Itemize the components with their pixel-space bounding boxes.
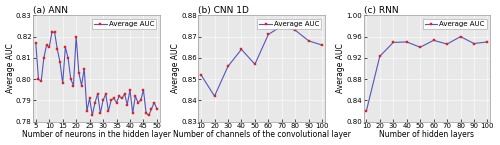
Average AUC: [60, 83, 66, 84]
Average AUC: [238, 48, 244, 50]
Average AUC: [212, 95, 218, 97]
Line: Average AUC: Average AUC: [34, 31, 158, 117]
Line: Average AUC: Average AUC: [365, 35, 489, 112]
Y-axis label: Average AUC: Average AUC: [171, 44, 180, 93]
Average AUC: [41, 57, 47, 59]
Average AUC: [86, 97, 92, 99]
Average AUC: [148, 108, 154, 110]
Y-axis label: Average AUC: Average AUC: [336, 44, 345, 93]
Average AUC: [143, 112, 149, 114]
Average AUC: [78, 85, 84, 86]
Average AUC: [65, 57, 71, 59]
Average AUC: [92, 102, 98, 103]
Legend: Average AUC: Average AUC: [422, 19, 486, 29]
Average AUC: [319, 44, 325, 46]
Average AUC: [54, 48, 60, 50]
Average AUC: [36, 78, 42, 80]
Average AUC: [364, 110, 370, 112]
Average AUC: [70, 85, 76, 86]
Average AUC: [252, 63, 258, 65]
Average AUC: [430, 39, 436, 41]
Average AUC: [108, 99, 114, 101]
Text: (a) ANN: (a) ANN: [33, 6, 68, 14]
X-axis label: Number of channels of the convolutional layer: Number of channels of the convolutional …: [172, 130, 350, 139]
Average AUC: [90, 114, 96, 116]
Average AUC: [76, 72, 82, 74]
Average AUC: [151, 102, 157, 103]
Average AUC: [471, 43, 477, 44]
Average AUC: [111, 97, 117, 99]
Average AUC: [106, 110, 112, 112]
Average AUC: [198, 74, 204, 76]
Average AUC: [62, 46, 68, 48]
Average AUC: [225, 66, 231, 67]
X-axis label: Number of hidden layers: Number of hidden layers: [380, 130, 474, 139]
Average AUC: [266, 34, 272, 35]
Average AUC: [130, 112, 136, 114]
Average AUC: [279, 25, 285, 27]
Average AUC: [377, 55, 383, 57]
Average AUC: [122, 93, 128, 95]
Average AUC: [140, 89, 146, 91]
Average AUC: [38, 80, 44, 82]
Y-axis label: Average AUC: Average AUC: [6, 44, 15, 93]
Average AUC: [135, 102, 141, 103]
Average AUC: [100, 99, 106, 101]
Legend: Average AUC: Average AUC: [92, 19, 156, 29]
Average AUC: [127, 89, 133, 91]
Average AUC: [49, 31, 55, 33]
Average AUC: [44, 44, 50, 46]
Average AUC: [52, 31, 58, 33]
Average AUC: [119, 97, 125, 99]
X-axis label: Number of neurons in the hidden layer: Number of neurons in the hidden layer: [22, 130, 171, 139]
Average AUC: [68, 78, 74, 80]
Average AUC: [146, 114, 152, 116]
Average AUC: [46, 46, 52, 48]
Legend: Average AUC: Average AUC: [257, 19, 322, 29]
Text: (c) RNN: (c) RNN: [364, 6, 398, 14]
Average AUC: [484, 41, 490, 43]
Average AUC: [94, 93, 100, 95]
Average AUC: [84, 110, 90, 112]
Average AUC: [138, 99, 143, 101]
Average AUC: [292, 29, 298, 31]
Average AUC: [98, 112, 103, 114]
Average AUC: [116, 95, 122, 97]
Average AUC: [444, 43, 450, 45]
Average AUC: [154, 108, 160, 110]
Average AUC: [390, 42, 396, 43]
Average AUC: [306, 40, 312, 42]
Line: Average AUC: Average AUC: [200, 25, 324, 98]
Average AUC: [458, 36, 464, 37]
Average AUC: [114, 102, 119, 103]
Average AUC: [417, 46, 423, 48]
Average AUC: [81, 68, 87, 69]
Average AUC: [404, 41, 409, 43]
Average AUC: [132, 95, 138, 97]
Average AUC: [57, 61, 63, 63]
Text: (b) CNN 1D: (b) CNN 1D: [198, 6, 249, 14]
Average AUC: [73, 36, 79, 37]
Average AUC: [124, 104, 130, 106]
Average AUC: [102, 93, 108, 95]
Average AUC: [33, 42, 39, 44]
